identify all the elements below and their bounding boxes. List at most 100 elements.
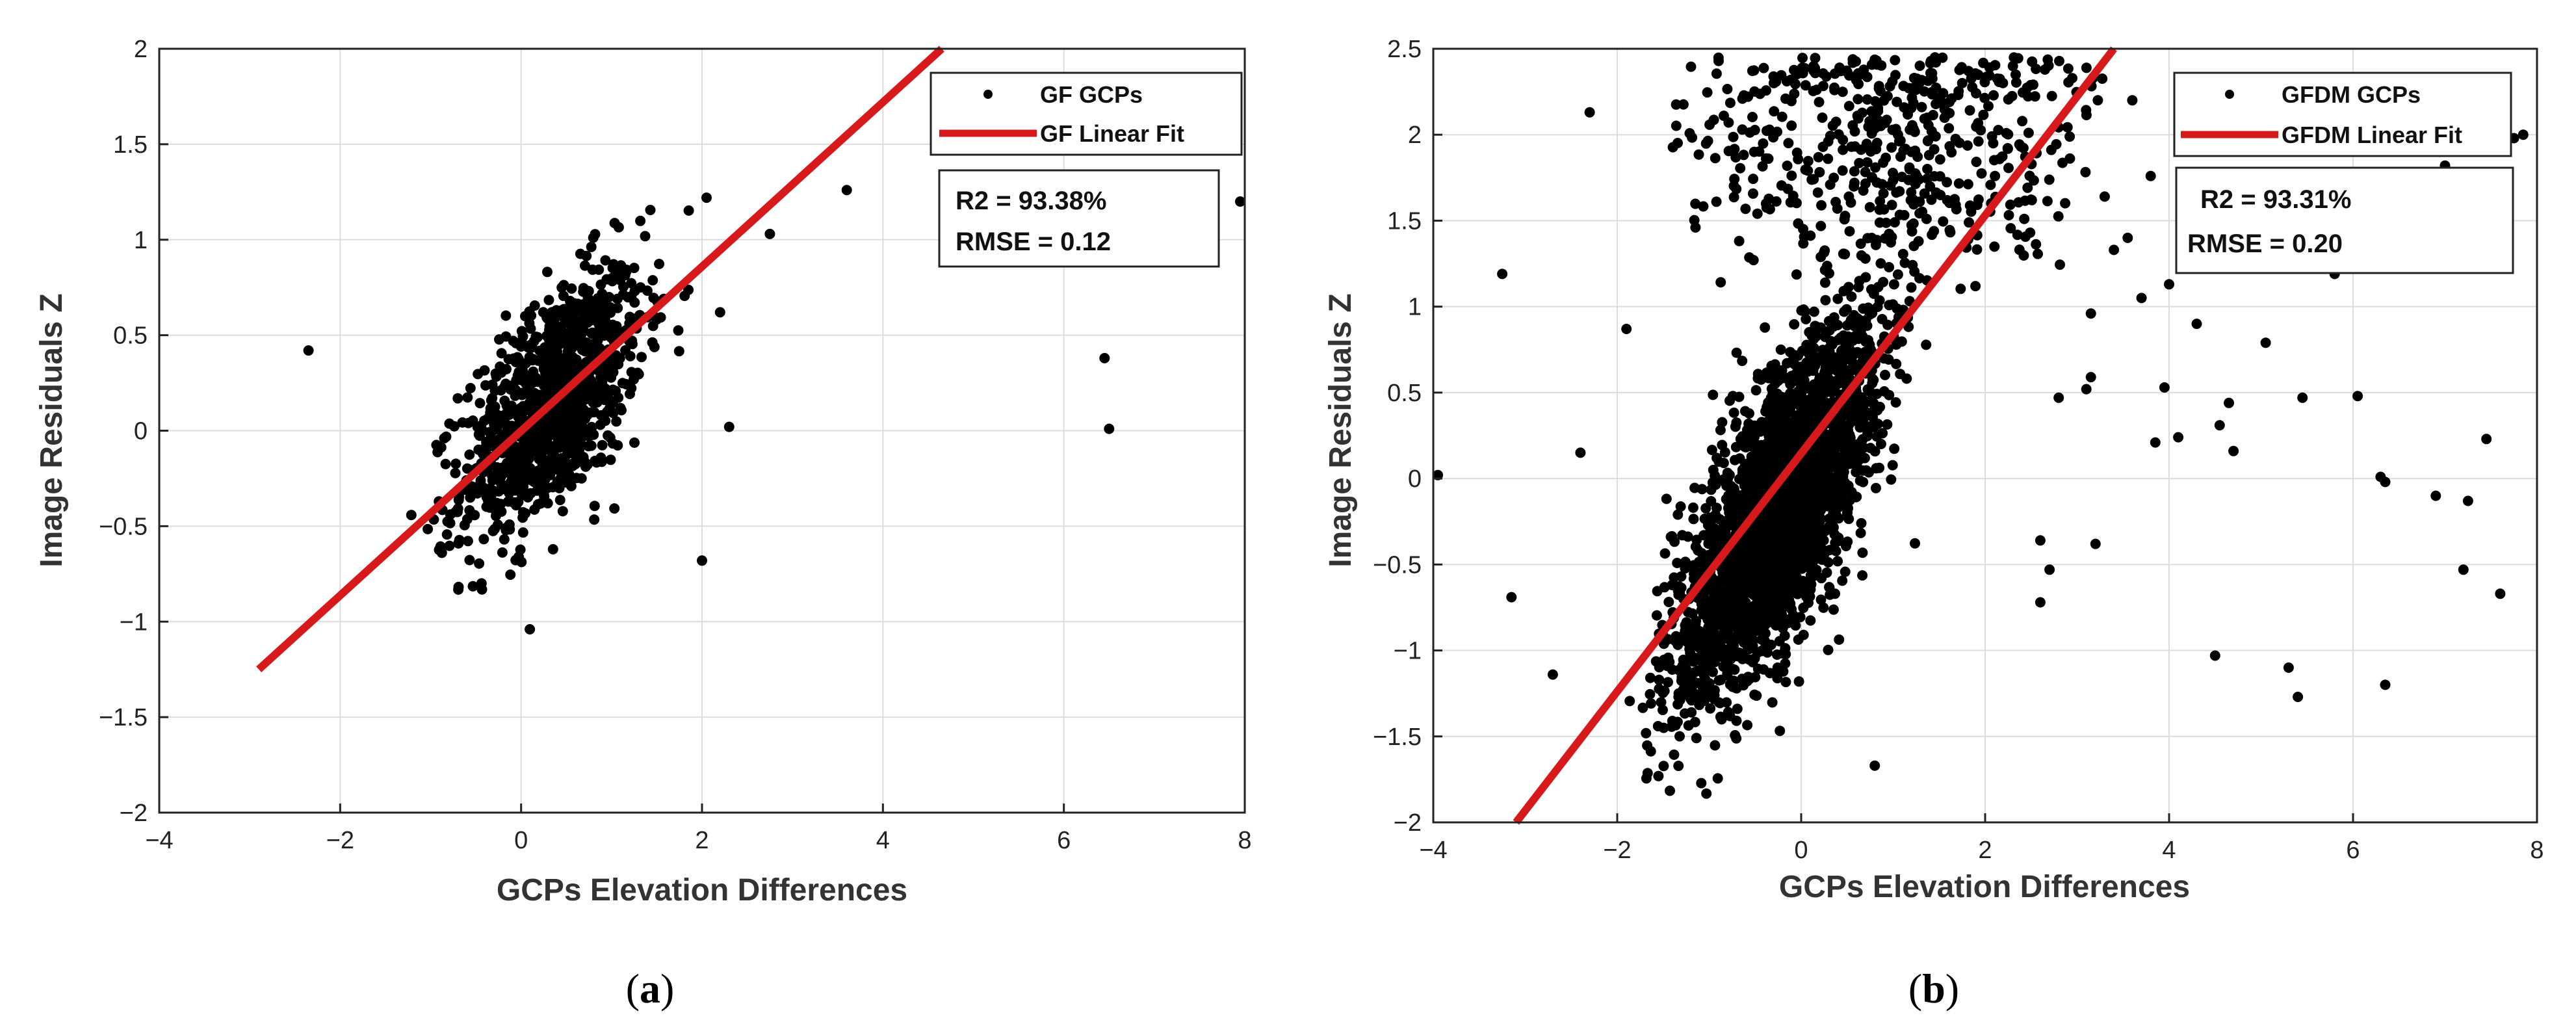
data-point bbox=[1923, 75, 1934, 86]
data-point bbox=[503, 448, 514, 459]
data-point bbox=[1709, 694, 1720, 705]
data-point bbox=[1737, 561, 1749, 572]
legend-marker-points-b bbox=[2225, 90, 2234, 99]
tick-label-x: 0 bbox=[514, 827, 528, 854]
data-point bbox=[1787, 561, 1798, 572]
data-point bbox=[1852, 439, 1863, 450]
data-point bbox=[1757, 161, 1768, 172]
data-point bbox=[2024, 170, 2035, 181]
data-point bbox=[547, 543, 558, 555]
data-point bbox=[1775, 726, 1786, 737]
data-point bbox=[2027, 56, 2038, 67]
tick-label-y: 0 bbox=[134, 418, 148, 445]
data-point bbox=[1715, 603, 1726, 614]
data-point bbox=[1864, 202, 1875, 213]
data-point bbox=[1833, 513, 1844, 524]
data-point bbox=[1939, 104, 1950, 115]
data-point bbox=[1742, 720, 1753, 731]
data-point bbox=[545, 330, 556, 341]
data-point bbox=[1944, 225, 1955, 235]
data-point bbox=[489, 523, 500, 534]
data-point bbox=[1880, 369, 1890, 380]
data-point bbox=[2044, 564, 2055, 575]
data-point bbox=[1775, 542, 1786, 553]
data-point bbox=[441, 529, 452, 540]
data-point bbox=[1890, 397, 1901, 408]
data-point bbox=[2159, 382, 2170, 393]
data-point bbox=[1797, 563, 1808, 574]
caption-letter-a: a bbox=[640, 965, 660, 1012]
data-point bbox=[651, 314, 662, 325]
data-point bbox=[2064, 153, 2075, 164]
data-point bbox=[611, 416, 622, 427]
fit-line-a bbox=[256, 46, 944, 673]
data-point bbox=[1835, 490, 1846, 501]
data-point bbox=[526, 369, 537, 380]
data-point bbox=[1780, 677, 1791, 688]
tick-label-y: 1 bbox=[134, 227, 148, 254]
data-point bbox=[1955, 283, 1966, 294]
data-point bbox=[1672, 509, 1684, 520]
data-point bbox=[1768, 71, 1779, 82]
data-point bbox=[1663, 677, 1673, 688]
data-point bbox=[1807, 353, 1818, 364]
data-point bbox=[1790, 369, 1801, 380]
tick-label-x: −4 bbox=[145, 827, 173, 854]
tick-label-y: 1.5 bbox=[113, 131, 148, 159]
data-point bbox=[1621, 324, 1632, 334]
data-point bbox=[423, 523, 434, 534]
data-point bbox=[489, 385, 501, 396]
data-point bbox=[1875, 258, 1886, 269]
data-point bbox=[577, 456, 588, 467]
data-point bbox=[1994, 77, 2005, 87]
data-point bbox=[1747, 633, 1758, 644]
data-point bbox=[1846, 364, 1857, 375]
data-point bbox=[586, 343, 597, 354]
data-point bbox=[1689, 568, 1699, 579]
data-point bbox=[1840, 445, 1851, 456]
data-point bbox=[1826, 462, 1837, 473]
data-point bbox=[2051, 138, 2062, 150]
data-point bbox=[613, 222, 624, 233]
data-point bbox=[600, 415, 611, 426]
data-point bbox=[499, 382, 510, 392]
data-point bbox=[566, 283, 577, 294]
data-point bbox=[487, 434, 498, 445]
data-point bbox=[1696, 778, 1707, 789]
data-point bbox=[2025, 227, 2036, 238]
panel-b: −4 −2 0 2 4 6 8−2−1.5−1−0.500.511.522.5 GCPs E… bbox=[1323, 36, 2544, 1012]
data-point bbox=[1816, 200, 1827, 211]
data-point bbox=[1665, 785, 1675, 796]
data-point bbox=[647, 275, 658, 286]
data-point bbox=[1777, 436, 1788, 447]
data-point bbox=[1862, 72, 1873, 83]
data-point bbox=[1689, 215, 1700, 226]
data-point bbox=[532, 499, 543, 510]
data-point bbox=[1817, 81, 1828, 92]
data-point bbox=[1758, 138, 1769, 149]
data-point bbox=[629, 263, 640, 274]
data-point bbox=[1728, 493, 1739, 504]
data-point bbox=[1776, 532, 1788, 543]
data-point bbox=[590, 456, 601, 466]
data-point bbox=[2012, 229, 2023, 241]
data-point bbox=[1784, 595, 1795, 605]
data-point bbox=[2283, 662, 2294, 673]
data-point bbox=[1755, 521, 1766, 532]
tick-label-y: 1 bbox=[1408, 294, 1422, 321]
data-point bbox=[1868, 288, 1879, 299]
data-point bbox=[2224, 397, 2234, 408]
data-point bbox=[1715, 425, 1726, 436]
data-point bbox=[1742, 425, 1752, 436]
data-point bbox=[1737, 356, 1748, 367]
data-point bbox=[1930, 131, 1941, 142]
data-point bbox=[1886, 474, 1897, 485]
data-point bbox=[1789, 394, 1800, 405]
data-point bbox=[1810, 474, 1821, 485]
stats-frame-b bbox=[2175, 166, 2514, 274]
data-point bbox=[1802, 382, 1814, 393]
data-point bbox=[1678, 99, 1689, 110]
data-point bbox=[1803, 527, 1814, 538]
data-point bbox=[1682, 531, 1693, 542]
data-point bbox=[1841, 541, 1851, 551]
